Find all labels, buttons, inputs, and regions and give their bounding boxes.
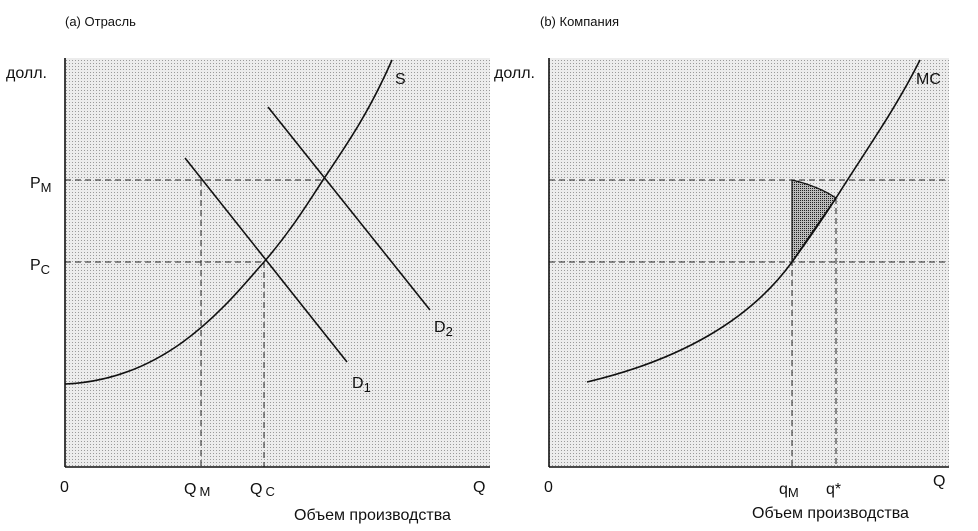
quantity-label: qM: [779, 481, 799, 500]
x-axis-end: Q: [933, 473, 945, 490]
panel-title: (b) Компания: [540, 14, 619, 29]
price-label: PC: [30, 257, 50, 277]
mc-curve: [586, 59, 921, 383]
origin-label: 0: [544, 479, 553, 496]
y-axis-label: долл.: [6, 65, 47, 82]
x-axis-end: Q: [473, 479, 485, 496]
curve-label: D1: [352, 375, 371, 395]
y-axis-label: долл.: [494, 65, 535, 82]
curve-label: S: [395, 71, 406, 88]
origin-label: 0: [60, 479, 69, 496]
supply-curve: [64, 59, 393, 385]
demand-curve: [184, 157, 348, 363]
x-axis-label: Объем производства: [294, 507, 451, 524]
quantity-label: q*: [826, 481, 841, 498]
price-label: PM: [30, 175, 52, 195]
demand-curve: [267, 106, 431, 311]
curve-label: MC: [916, 71, 941, 88]
curve-label: D2: [434, 319, 453, 339]
panel-title: (a) Отрасль: [65, 14, 136, 29]
x-axis-label: Объем производства: [752, 505, 909, 522]
